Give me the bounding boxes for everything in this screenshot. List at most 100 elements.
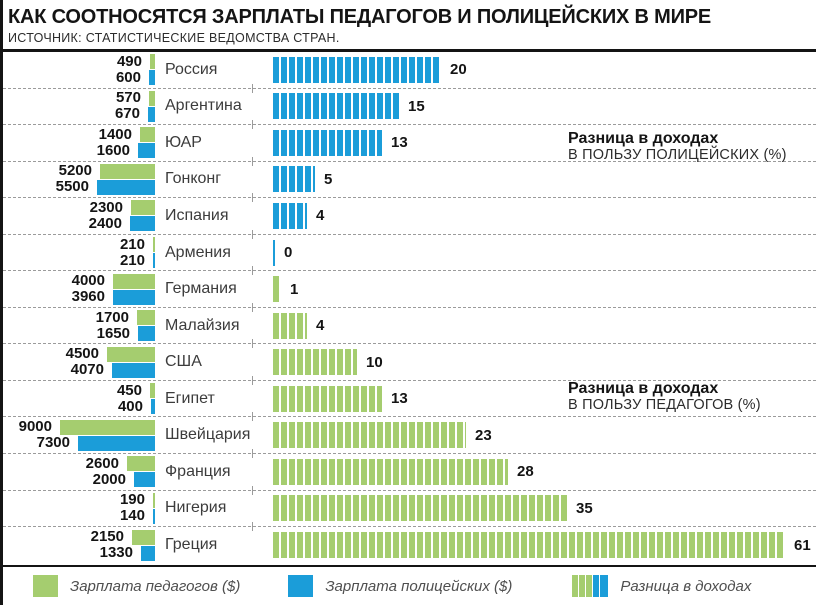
chart-row: 2600 2000 Франция 28 (3, 454, 816, 495)
diff-bar-area: 35 (265, 495, 816, 522)
teacher-salary-value: 2150 (90, 528, 124, 546)
teacher-salary-value: 1700 (95, 308, 129, 326)
country-label: Аргентина (165, 97, 242, 115)
salary-mini-chart: 9000 7300 (3, 419, 155, 451)
police-salary-line: 7300 (3, 435, 155, 451)
teacher-salary-bar (107, 346, 155, 362)
teacher-salary-line: 4000 (3, 273, 155, 289)
chart-row: 2300 2400 Испания 4 (3, 198, 816, 239)
chart-row: 4000 3960 Германия 1 (3, 271, 816, 312)
legend: Зарплата педагогов ($) Зарплата полицейс… (3, 565, 816, 605)
diff-percent-value: 4 (316, 207, 325, 225)
police-salary-value: 2400 (88, 214, 122, 232)
salary-mini-chart: 2300 2400 (3, 199, 155, 232)
teacher-salary-value: 210 (119, 235, 145, 253)
diff-percent-value: 28 (517, 463, 534, 481)
legend-label: Разница в доходах (620, 577, 752, 595)
diff-percent-bar (273, 458, 508, 485)
country-label: Испания (165, 206, 229, 224)
police-salary-value: 1600 (96, 141, 130, 159)
salary-mini-chart: 1700 1650 (3, 308, 155, 342)
diff-bar-area: 15 (265, 93, 816, 120)
teacher-salary-value: 570 (115, 89, 141, 107)
chart-row: 210 210 Армения 0 (3, 235, 816, 275)
teacher-salary-value: 4500 (65, 345, 99, 363)
teacher-salary-value: 9000 (18, 418, 52, 436)
chart-header: КАК СООТНОСЯТСЯ ЗАРПЛАТЫ ПЕДАГОГОВ И ПОЛ… (3, 0, 816, 52)
legend-item-police-salary: Зарплата полицейских ($) (288, 575, 512, 597)
teacher-salary-bar (100, 163, 155, 179)
teacher-salary-bar (150, 54, 155, 70)
diff-bar-area: 5 (265, 166, 816, 193)
police-salary-value: 670 (114, 105, 140, 123)
police-salary-value: 140 (119, 507, 145, 525)
country-label: Франция (165, 462, 231, 480)
teacher-salary-bar (131, 200, 155, 216)
police-salary-line: 1600 (3, 141, 155, 159)
police-salary-value: 1330 (99, 544, 133, 562)
legend-label: Зарплата педагогов ($) (70, 577, 241, 595)
chart-row: 190 140 Нигерия 35 (3, 491, 816, 531)
diff-percent-value: 13 (391, 390, 408, 408)
diff-percent-bar (273, 495, 567, 522)
police-salary-line: 4070 (3, 362, 155, 378)
salary-mini-chart: 4500 4070 (3, 346, 155, 378)
country-label: Германия (165, 280, 237, 298)
diff-bar-area: 61 (265, 532, 816, 559)
teacher-salary-bar (140, 127, 155, 143)
salary-mini-chart: 210 210 (3, 235, 155, 269)
teacher-salary-line: 1400 (3, 126, 155, 143)
diff-bar-area: 4 (265, 202, 816, 229)
country-label: Швейцария (165, 426, 251, 444)
police-salary-bar (78, 435, 155, 451)
diff-percent-value: 15 (408, 97, 425, 115)
diff-bar-area: 28 (265, 458, 816, 485)
salary-mini-chart: 4000 3960 (3, 273, 155, 305)
country-label: ЮАР (165, 133, 202, 151)
police-salary-bar (153, 253, 155, 268)
teacher-salary-line: 490 (3, 52, 155, 70)
police-salary-bar (151, 399, 155, 415)
teacher-salary-line: 450 (3, 381, 155, 399)
police-salary-line: 210 (3, 252, 155, 269)
police-salary-bar (148, 106, 155, 122)
teacher-salary-line: 5200 (3, 163, 155, 179)
diff-percent-value: 1 (290, 280, 299, 298)
diff-percent-value: 13 (391, 134, 408, 152)
annotation-police-favor: Разница в доходах В ПОЛЬЗУ ПОЛИЦЕЙСКИХ (… (568, 130, 787, 164)
country-label: Нигерия (165, 499, 227, 517)
teacher-salary-value: 2600 (85, 454, 119, 472)
teacher-salary-line: 570 (3, 90, 155, 106)
teacher-salary-bar (113, 273, 155, 289)
police-salary-value: 400 (117, 397, 143, 415)
teacher-salary-value: 4000 (71, 272, 105, 290)
annotation-subtitle: В ПОЛЬЗУ ПОЛИЦЕЙСКИХ (%) (568, 147, 787, 163)
police-salary-line: 2000 (3, 470, 155, 488)
diff-bar-area: 4 (265, 312, 816, 339)
salary-mini-chart: 570 670 (3, 90, 155, 122)
diff-percent-bar (273, 166, 315, 193)
annotation-subtitle: В ПОЛЬЗУ ПЕДАГОГОВ (%) (568, 397, 761, 413)
annotation-title: Разница в доходах (568, 130, 719, 147)
diff-percent-bar (273, 276, 281, 303)
police-salary-value: 2000 (92, 470, 126, 488)
diff-bar-area: 0 (265, 239, 816, 266)
teacher-salary-value: 490 (116, 52, 142, 70)
police-salary-bar (97, 179, 155, 195)
salary-mini-chart: 5200 5500 (3, 163, 155, 195)
legend-item-diff: Разница в доходах (572, 575, 751, 597)
country-label: Гонконг (165, 170, 222, 188)
diff-bar-area: 13 (265, 385, 816, 412)
diff-bar-area: 23 (265, 422, 816, 449)
teacher-salary-swatch-icon (33, 575, 58, 597)
diff-percent-bar (273, 312, 307, 339)
diff-percent-bar (273, 385, 382, 412)
chart-row: 1700 1650 Малайзия 4 (3, 308, 816, 348)
police-salary-bar (141, 545, 155, 561)
teacher-salary-bar (137, 310, 155, 326)
teacher-salary-value: 450 (116, 381, 142, 399)
salary-mini-chart: 450 400 (3, 381, 155, 415)
police-salary-bar (149, 70, 155, 86)
police-salary-bar (130, 216, 155, 232)
